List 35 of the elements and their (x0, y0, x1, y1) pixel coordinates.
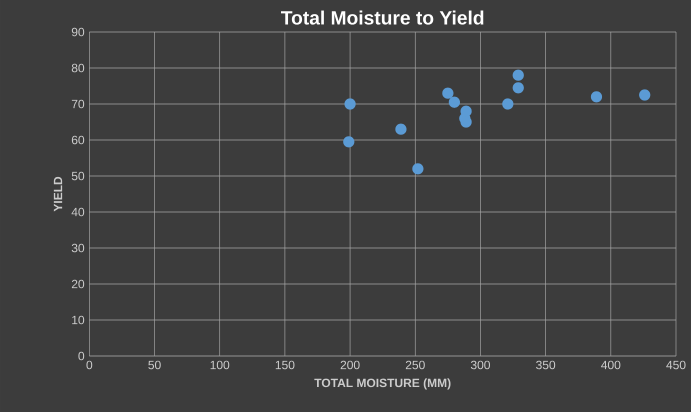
y-axis-title: YIELD (54, 176, 62, 212)
x-tick-label: 400 (601, 360, 620, 370)
point (502, 98, 514, 110)
point (344, 98, 356, 110)
point (639, 89, 650, 101)
point (590, 91, 602, 102)
x-tick-label: 300 (470, 360, 490, 370)
point (442, 88, 454, 99)
chart-title: Total Moisture to Yield (281, 10, 484, 25)
point (343, 136, 354, 148)
point (460, 106, 472, 117)
point (412, 163, 424, 174)
x-tick-label: 150 (276, 360, 294, 370)
y-tick-label: 70 (72, 100, 84, 108)
y-tick-label: 50 (72, 172, 84, 180)
x-tick-label: 250 (406, 360, 425, 370)
x-tick-label: 350 (536, 360, 556, 370)
point (512, 70, 524, 81)
y-tick-label: 60 (72, 136, 84, 144)
x-tick-label: 0 (86, 360, 92, 370)
x-tick-label: 200 (340, 360, 360, 370)
y-tick-label: 20 (72, 280, 84, 288)
y-tick-label: 90 (72, 28, 84, 36)
x-tick-label: 100 (210, 360, 230, 370)
y-tick-label: 10 (72, 316, 84, 324)
point (512, 82, 524, 94)
x-axis-title: TOTAL MOISTURE (MM) (314, 378, 451, 390)
y-tick-label: 80 (72, 64, 84, 72)
x-tick-label: 50 (148, 360, 161, 370)
point (395, 124, 407, 135)
y-tick-label: 0 (78, 352, 84, 360)
y-tick-label: 30 (72, 244, 84, 252)
point (448, 96, 460, 108)
y-tick-label: 40 (72, 208, 84, 216)
x-tick-label: 450 (666, 360, 686, 370)
